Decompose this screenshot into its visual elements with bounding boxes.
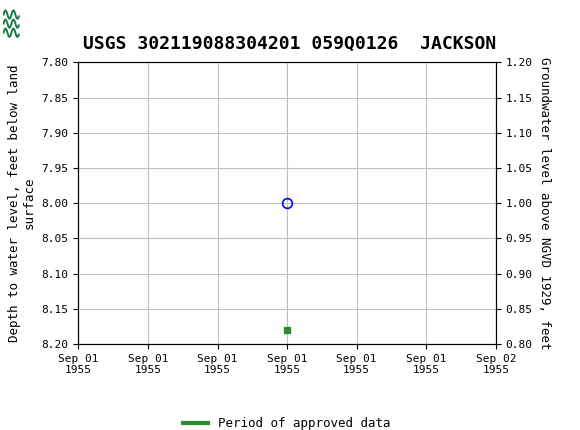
Legend: Period of approved data: Period of approved data (179, 412, 396, 430)
FancyBboxPatch shape (3, 3, 81, 42)
Text: USGS 302119088304201 059Q0126  JACKSON: USGS 302119088304201 059Q0126 JACKSON (84, 35, 496, 53)
Y-axis label: Depth to water level, feet below land
surface: Depth to water level, feet below land su… (8, 64, 36, 342)
Text: USGS: USGS (32, 15, 78, 30)
Y-axis label: Groundwater level above NGVD 1929, feet: Groundwater level above NGVD 1929, feet (538, 57, 551, 350)
